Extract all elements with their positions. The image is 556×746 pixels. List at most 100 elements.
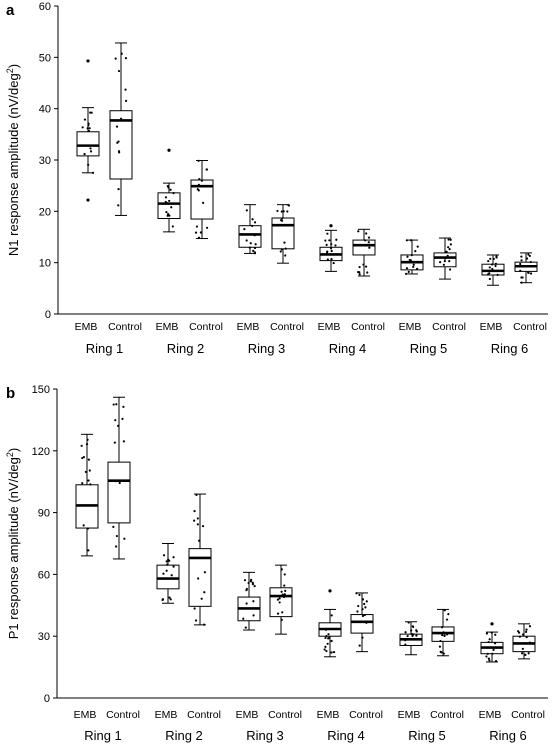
- data-dot: [488, 272, 491, 275]
- data-dot: [324, 628, 328, 631]
- data-dot: [411, 634, 414, 638]
- data-dot: [523, 642, 526, 645]
- data-dot: [414, 250, 417, 253]
- data-dot: [243, 228, 246, 231]
- data-dot: [82, 524, 85, 527]
- panel-b: b 0 30 60 90 120 150 P1 response amplitude (nV/…: [5, 384, 548, 743]
- data-dot: [440, 651, 443, 654]
- data-dot: [525, 630, 528, 633]
- data-dot: [447, 613, 450, 616]
- data-dot: [166, 202, 169, 205]
- box-ring6-control: [512, 623, 536, 660]
- group-label: Control: [270, 321, 304, 333]
- y-tick-label: 0: [44, 693, 50, 705]
- group-label: EMB: [398, 709, 421, 721]
- data-dot: [284, 589, 287, 592]
- data-dot: [251, 224, 254, 227]
- data-dot: [202, 201, 205, 204]
- data-dot: [409, 239, 413, 242]
- data-dot: [115, 534, 118, 538]
- group-label: EMB: [479, 709, 502, 721]
- data-dot: [197, 183, 200, 186]
- data-dot: [278, 601, 281, 604]
- data-dot: [407, 270, 410, 273]
- box-ring2-emb: [156, 543, 180, 604]
- box-ring2-control: [190, 159, 214, 240]
- data-dot: [332, 261, 335, 265]
- data-dot: [166, 563, 169, 566]
- data-dot: [488, 266, 491, 269]
- data-dot: [488, 659, 491, 662]
- data-dot: [519, 269, 522, 272]
- data-dot: [170, 206, 173, 209]
- data-dot: [112, 525, 115, 528]
- y-tick-label: 30: [38, 631, 50, 643]
- data-dot: [280, 210, 283, 213]
- data-dot: [117, 69, 121, 73]
- data-dot: [245, 209, 248, 212]
- data-dot: [89, 150, 93, 153]
- data-dot: [357, 230, 360, 233]
- outlier-point: [490, 622, 494, 626]
- data-dot: [280, 568, 283, 571]
- data-dot: [283, 584, 286, 587]
- data-dot: [83, 152, 86, 156]
- data-dot: [364, 265, 368, 268]
- data-dot: [280, 217, 284, 220]
- y-tick-label: 120: [32, 446, 50, 458]
- group-label: Control: [106, 709, 140, 721]
- data-dot: [357, 604, 360, 608]
- data-dot: [284, 254, 287, 257]
- data-dot: [162, 572, 165, 575]
- data-dot: [404, 639, 407, 642]
- y-tick-label: 60: [39, 1, 51, 13]
- y-tick-label: 30: [39, 155, 51, 167]
- data-dot: [120, 117, 123, 120]
- box-ring3-emb: [237, 571, 261, 631]
- data-dot: [282, 595, 286, 599]
- data-dot: [358, 593, 361, 596]
- data-dot: [165, 569, 168, 572]
- data-dot: [115, 545, 118, 548]
- data-dot: [280, 219, 284, 222]
- data-dot: [439, 639, 442, 643]
- data-dot: [325, 243, 328, 246]
- data-dot: [196, 523, 199, 526]
- data-dot: [411, 625, 414, 628]
- data-dot: [121, 417, 124, 420]
- data-dot: [324, 239, 327, 242]
- group-label: Control: [187, 709, 221, 721]
- group-label: EMB: [74, 709, 97, 721]
- data-dot: [253, 221, 257, 224]
- data-dot: [326, 642, 329, 645]
- data-dot: [112, 403, 115, 406]
- group-label: EMB: [317, 709, 340, 721]
- data-dot: [254, 243, 257, 246]
- data-dot: [247, 581, 250, 585]
- data-dot: [283, 241, 286, 244]
- data-dot: [249, 580, 253, 583]
- data-dot: [168, 596, 171, 599]
- data-dot: [280, 248, 283, 251]
- data-dot: [328, 636, 331, 639]
- data-dot: [519, 262, 522, 266]
- data-dot: [365, 232, 368, 235]
- data-dot: [117, 204, 120, 207]
- data-dot: [404, 631, 407, 634]
- box-ring6-control: [514, 252, 538, 284]
- data-dot: [245, 239, 248, 242]
- data-dot: [442, 631, 445, 634]
- data-dot: [412, 265, 415, 268]
- data-dot: [492, 648, 495, 651]
- box-ring4-emb: [319, 224, 343, 272]
- group-label: Control: [432, 321, 466, 333]
- data-dot: [168, 214, 171, 217]
- data-dot: [529, 260, 532, 264]
- data-dot: [87, 124, 90, 127]
- data-dot: [162, 554, 166, 557]
- data-dot: [325, 634, 328, 638]
- data-dot: [113, 441, 116, 444]
- data-dot: [248, 246, 251, 249]
- outlier-point: [167, 148, 171, 152]
- data-dot: [195, 493, 198, 497]
